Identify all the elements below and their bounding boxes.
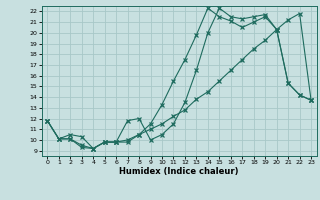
X-axis label: Humidex (Indice chaleur): Humidex (Indice chaleur) [119,167,239,176]
